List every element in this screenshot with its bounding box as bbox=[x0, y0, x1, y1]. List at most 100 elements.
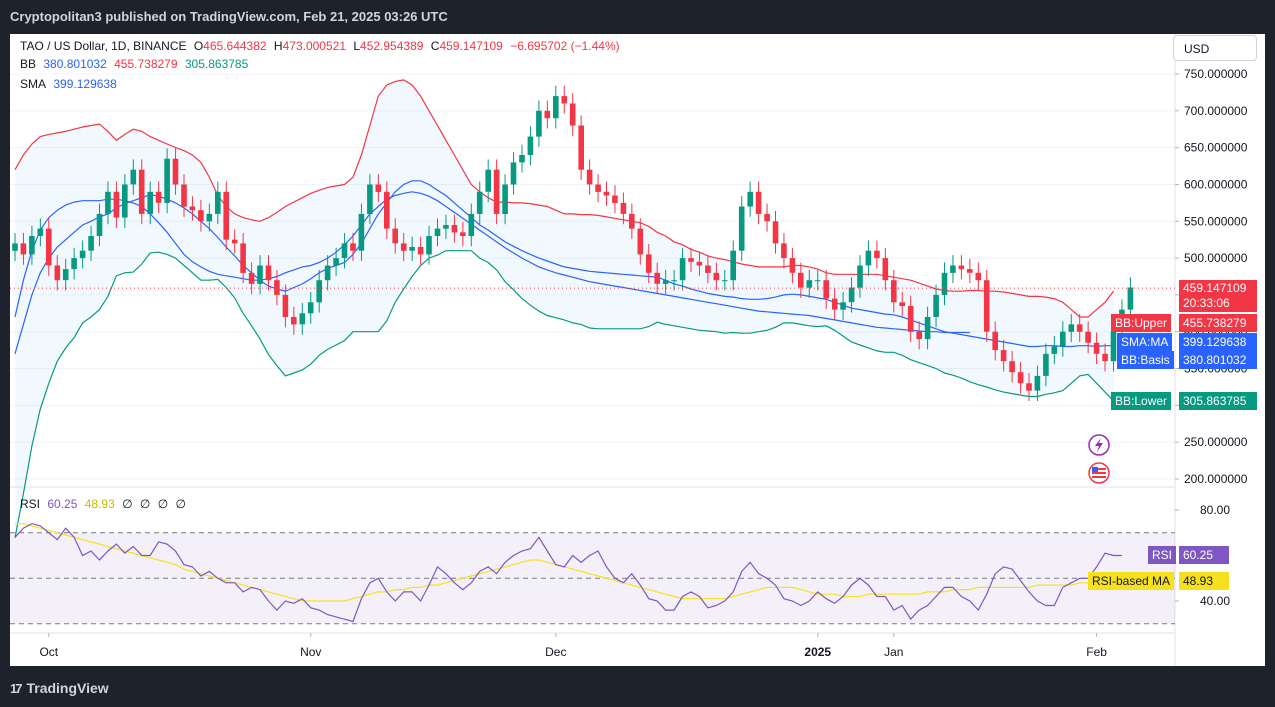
candle-body bbox=[916, 331, 922, 340]
candle-body bbox=[967, 269, 973, 273]
candle-body bbox=[164, 158, 170, 203]
price-tick-label: 650.000000 bbox=[1184, 141, 1248, 155]
candle-body bbox=[798, 272, 804, 288]
candle-body bbox=[789, 258, 796, 273]
candle-body bbox=[679, 258, 686, 281]
candle-body bbox=[772, 221, 779, 244]
candle-body bbox=[257, 265, 263, 284]
flag-stripe bbox=[1092, 468, 1106, 470]
candle-body bbox=[629, 213, 635, 229]
ohlc-legend: TAO / US Dollar, 1D, BINANCE O465.644382… bbox=[20, 39, 624, 53]
candle-body bbox=[561, 96, 568, 104]
candle-body bbox=[37, 228, 44, 236]
candle-body bbox=[29, 236, 35, 255]
bb-legend[interactable]: BB 380.801032 455.738279 305.863785 bbox=[20, 57, 252, 71]
currency-button[interactable]: USD bbox=[1173, 35, 1257, 61]
candle-body bbox=[874, 250, 880, 259]
candle-body bbox=[662, 280, 669, 284]
bb-upper-line bbox=[14, 79, 1114, 318]
rsi-na-4: ∅ bbox=[175, 497, 186, 511]
candle-body bbox=[840, 302, 846, 310]
candle-body bbox=[476, 191, 483, 214]
symbol-name[interactable]: TAO / US Dollar, 1D, BINANCE bbox=[20, 39, 187, 53]
candle-body bbox=[730, 250, 736, 281]
footer-brand[interactable]: 17 TradingView bbox=[10, 674, 109, 702]
candle-body bbox=[367, 184, 373, 214]
bb-lower-tag-value: 305.863785 bbox=[1179, 392, 1257, 410]
time-tick-label: Dec bbox=[545, 645, 566, 659]
candle-body bbox=[122, 184, 128, 218]
candle-body bbox=[54, 265, 61, 281]
rsi-tick-label: 80.00 bbox=[1200, 503, 1230, 517]
candle-body bbox=[426, 236, 432, 255]
bb-basis-line bbox=[14, 180, 1114, 354]
bb-basis-tag-value: 380.801032 bbox=[1179, 351, 1257, 369]
candle-body bbox=[781, 243, 787, 259]
footer-brand-text: TradingView bbox=[26, 680, 109, 696]
candle-body bbox=[409, 247, 415, 251]
candle-body bbox=[291, 317, 297, 325]
rsi-legend[interactable]: RSI 60.25 48.93 ∅ ∅ ∅ ∅ bbox=[20, 497, 190, 511]
candle-body bbox=[375, 184, 382, 192]
us-flag-event-icon[interactable] bbox=[1088, 462, 1110, 484]
candle-body bbox=[722, 280, 728, 282]
tradingview-logo-icon: 17 bbox=[10, 680, 23, 696]
price-tick-label: 550.000000 bbox=[1184, 214, 1248, 228]
candle-body bbox=[1076, 324, 1083, 332]
candle-body bbox=[299, 313, 306, 325]
countdown-value: 20:33:06 bbox=[1183, 296, 1230, 310]
candle-body bbox=[671, 280, 677, 282]
candle-body bbox=[215, 191, 221, 214]
candle-body bbox=[755, 191, 762, 214]
candle-body bbox=[172, 158, 179, 185]
bb-basis-tag-label: BB:Basis bbox=[1117, 351, 1174, 369]
candle-body bbox=[848, 287, 855, 303]
candle-body bbox=[747, 191, 753, 207]
candle-body bbox=[333, 258, 339, 266]
candle-body bbox=[485, 169, 491, 192]
candle-body bbox=[460, 232, 466, 236]
rsi-tag-value: 60.25 bbox=[1179, 546, 1229, 564]
bb-upper-tag-value: 455.738279 bbox=[1179, 314, 1257, 332]
candle-body bbox=[324, 265, 331, 281]
rsi-band-fill bbox=[10, 532, 1175, 624]
candle-body bbox=[282, 294, 289, 317]
bb-upper-tag-label: BB:Upper bbox=[1111, 314, 1172, 332]
candle-body bbox=[764, 213, 770, 222]
candle-body bbox=[1026, 383, 1032, 391]
candle-body bbox=[62, 269, 69, 281]
candle-body bbox=[88, 236, 94, 251]
chart-canvas[interactable]: 750.000000 700.000000 650.000000 600.000000… bbox=[10, 34, 1265, 666]
sma-value: 399.129638 bbox=[53, 77, 117, 91]
chart-panel[interactable]: 750.000000 700.000000 650.000000 600.000000… bbox=[10, 34, 1265, 666]
candle-body bbox=[493, 169, 500, 214]
candle-body bbox=[1068, 324, 1075, 332]
candle-body bbox=[1051, 346, 1058, 354]
candle-body bbox=[79, 250, 86, 259]
rsi-line bbox=[14, 522, 1122, 623]
price-tick-label: 500.000000 bbox=[1184, 251, 1248, 265]
sma-line bbox=[14, 191, 970, 334]
candle-body bbox=[595, 184, 601, 192]
candle-body bbox=[696, 261, 703, 266]
candle-body bbox=[434, 228, 441, 236]
candle-body bbox=[857, 265, 863, 288]
candle-body bbox=[502, 184, 508, 214]
last-price-tag: 459.147109 20:33:06 bbox=[1179, 280, 1257, 312]
rsi-ma-tag-value: 48.93 bbox=[1179, 572, 1229, 590]
candle-body bbox=[1127, 287, 1134, 310]
sma-label: SMA bbox=[20, 77, 47, 91]
candle-body bbox=[553, 96, 559, 119]
candle-body bbox=[189, 206, 196, 211]
time-tick-label: Feb bbox=[1086, 645, 1107, 659]
candle-body bbox=[519, 155, 525, 163]
lightning-event-icon[interactable] bbox=[1088, 434, 1110, 456]
candle-body bbox=[1017, 372, 1024, 384]
candle-body bbox=[603, 191, 610, 196]
candle-body bbox=[443, 225, 449, 229]
sma-legend[interactable]: SMA 399.129638 bbox=[20, 77, 121, 91]
candle-body bbox=[1085, 331, 1091, 343]
candle-body bbox=[130, 169, 137, 185]
candle-body bbox=[907, 306, 914, 332]
candle-body bbox=[586, 169, 593, 185]
